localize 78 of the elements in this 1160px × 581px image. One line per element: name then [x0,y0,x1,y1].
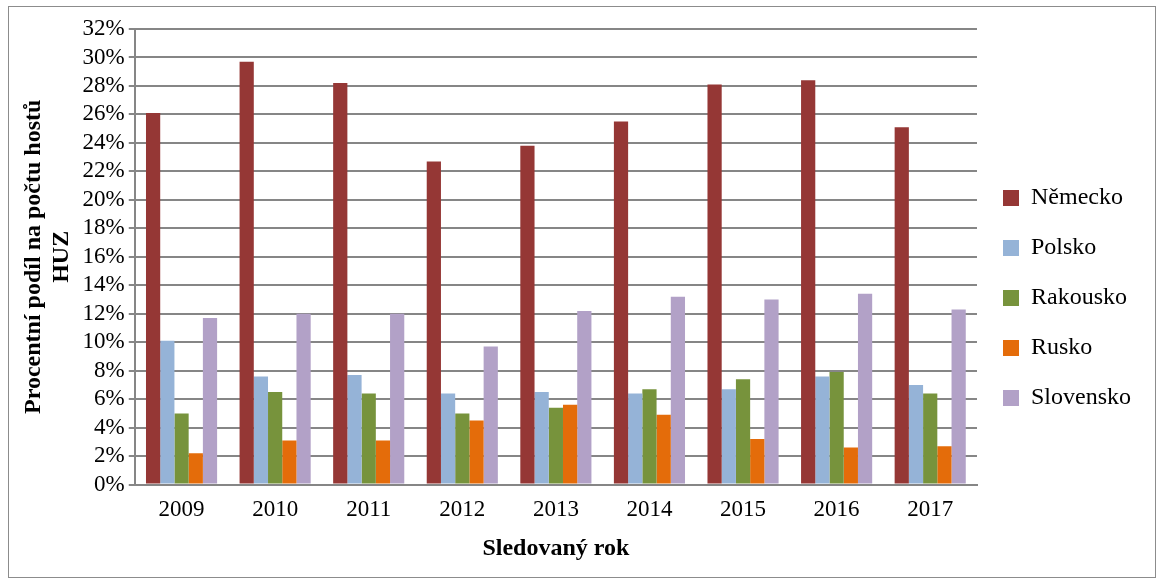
bar [347,374,362,484]
y-tick-label: 6% [94,385,125,411]
bar [721,389,736,484]
legend-label: Německo [1030,183,1123,210]
bar [160,340,175,484]
y-tick-label: 28% [82,72,125,97]
bar [520,145,535,484]
bar [202,318,218,484]
bar [440,393,456,484]
y-tick-label: 8% [94,356,125,382]
bar [670,296,686,484]
x-tick-label: 2012 [439,496,486,522]
y-tick-label: 14% [82,271,125,297]
x-tick-label: 2015 [720,496,767,522]
x-tick-label: 2010 [252,496,299,522]
bar [801,80,816,484]
bar [390,313,405,484]
x-tick-label: 2009 [158,496,205,522]
x-tick-label: 2016 [813,496,860,522]
bar [707,84,722,484]
bar [735,379,751,484]
bar [455,413,470,484]
bar [764,299,779,484]
bar [174,413,189,484]
x-tick-label: 2014 [626,496,673,522]
y-tick-label: 12% [82,299,125,325]
x-tick-label: 2011 [346,496,392,522]
bar [296,313,311,484]
bar [857,293,873,484]
y-tick-label: 10% [82,328,125,354]
bar [188,453,203,484]
y-tick-label: 0% [94,470,125,496]
bar [145,113,161,484]
bar [483,346,498,484]
bar [333,83,348,484]
x-tick-label: 2013 [532,496,579,522]
x-tick-label: 2017 [907,496,954,522]
bar [894,127,909,484]
bar [426,161,441,484]
y-tick-label: 18% [82,214,125,240]
bar [951,309,966,484]
y-tick-label: 2% [94,442,125,468]
bar [282,440,297,484]
legend-label: Rusko [1030,333,1093,360]
bar [361,393,376,484]
legend-label: Polsko [1030,233,1097,260]
bar [829,372,844,484]
x-axis-title: Sledovaný rok [482,533,630,560]
y-tick-label: 26% [82,100,125,126]
bar [937,446,952,484]
y-tick-label: 20% [82,185,125,211]
bar [253,376,269,484]
bar [815,376,830,484]
bar [750,439,765,484]
y-tick-label: 16% [82,242,125,268]
bar [843,447,858,484]
bar [613,121,629,484]
legend-label: Slovensko [1030,383,1132,410]
bar [548,407,563,484]
bar [656,414,671,484]
y-tick-label: 22% [82,157,125,183]
bar [469,420,484,484]
bar [923,393,938,484]
y-tick-label: 24% [82,128,125,154]
y-tick-label: 30% [82,43,125,69]
legend-label: Rakousko [1030,283,1127,310]
y-tick-label: 4% [94,413,125,439]
bar [375,440,391,484]
bar [534,392,549,484]
bar [577,310,592,484]
y-tick-label: 32% [82,15,125,41]
bar [239,61,254,484]
bar [562,404,578,484]
bar [628,393,643,484]
y-axis-title: Procentní podíl na počtu hostů HUZ [18,99,74,414]
bar [908,384,924,484]
bar [642,389,657,484]
bar [268,392,283,484]
